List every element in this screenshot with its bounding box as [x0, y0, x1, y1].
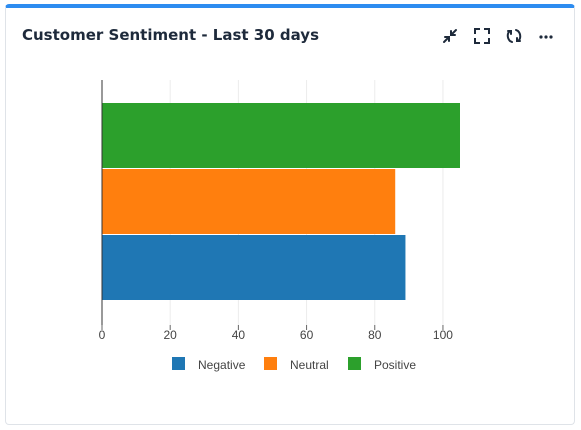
x-tick-label: 60: [300, 328, 314, 342]
bar-positive: [102, 103, 460, 168]
x-tick-label: 20: [164, 328, 178, 342]
x-tick-label: 80: [368, 328, 382, 342]
card-title: Customer Sentiment - Last 30 days: [22, 26, 320, 44]
fullscreen-icon[interactable]: [472, 26, 492, 46]
legend-swatch-neutral: [264, 357, 277, 370]
bar-negative: [102, 235, 406, 300]
collapse-icon[interactable]: [440, 26, 460, 46]
x-tick-label: 100: [433, 328, 453, 342]
legend-label-neutral: Neutral: [290, 358, 329, 372]
legend-label-positive: Positive: [374, 358, 416, 372]
legend-swatch-negative: [172, 357, 185, 370]
card-toolbar: [440, 26, 556, 46]
x-tick-label: 40: [232, 328, 246, 342]
legend-label-negative: Negative: [198, 358, 246, 372]
more-icon[interactable]: [536, 26, 556, 46]
card-header: Customer Sentiment - Last 30 days: [6, 8, 574, 64]
x-tick-label: 0: [99, 328, 106, 342]
legend-swatch-positive: [348, 357, 361, 370]
bar-neutral: [102, 169, 396, 234]
refresh-icon[interactable]: [504, 26, 524, 46]
